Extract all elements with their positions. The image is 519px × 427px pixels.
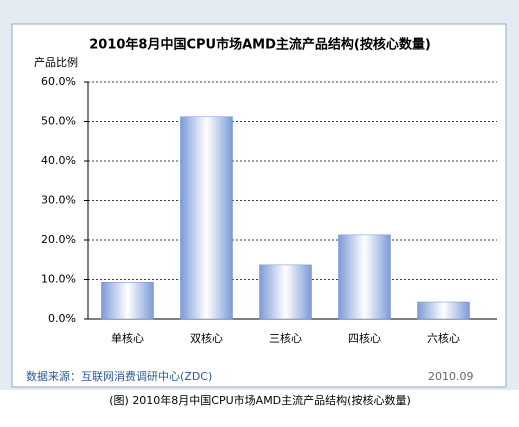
y-tick-label: 20.0% xyxy=(41,233,76,246)
bar xyxy=(180,116,233,320)
y-tick-label: 40.0% xyxy=(41,154,76,167)
y-tick-label: 0.0% xyxy=(48,312,76,325)
x-tick-label: 双核心 xyxy=(190,331,223,345)
bar xyxy=(101,282,154,320)
date: 2010.09 xyxy=(428,370,474,383)
bar xyxy=(338,234,391,320)
x-tick-label: 四核心 xyxy=(348,331,381,345)
x-tick-label: 六核心 xyxy=(427,331,460,345)
x-tick-label: 三核心 xyxy=(269,331,302,345)
y-tick-label: 60.0% xyxy=(41,75,76,88)
y-axis-label: 产品比例 xyxy=(34,55,78,69)
y-tick-label: 30.0% xyxy=(41,194,76,207)
y-tick-label: 50.0% xyxy=(41,115,76,128)
y-tick-label: 10.0% xyxy=(41,273,76,286)
panel xyxy=(11,23,507,388)
chart-title: 2010年8月中国CPU市场AMD主流产品结构(按核心数量) xyxy=(89,37,431,53)
bar xyxy=(417,301,470,320)
bar xyxy=(259,264,312,320)
x-tick-label: 单核心 xyxy=(111,331,144,345)
source: 数据来源：互联网消费调研中心(ZDC) xyxy=(26,369,212,383)
caption-area xyxy=(0,390,519,423)
caption: (图) 2010年8月中国CPU市场AMD主流产品结构(按核心数量) xyxy=(109,393,411,407)
